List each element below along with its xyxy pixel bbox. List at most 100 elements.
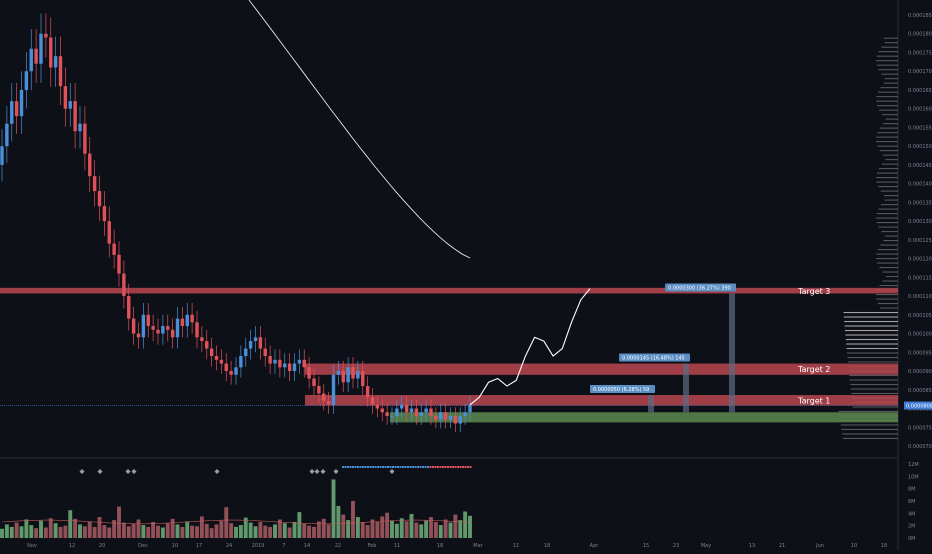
volume-bar: [326, 524, 331, 538]
signal-diamond: [125, 469, 131, 474]
volume-profile-bar: [883, 240, 898, 242]
volume-bar: [73, 518, 78, 538]
signal-diamond: [333, 469, 339, 474]
volume-bar: [238, 525, 243, 538]
signal-square: [449, 466, 452, 468]
candle-body: [253, 337, 258, 342]
candle-body: [346, 367, 350, 383]
candle-body: [190, 314, 194, 323]
volume-profile-bar: [876, 141, 898, 143]
candle-body: [224, 363, 228, 372]
volume-bar: [321, 518, 326, 538]
candle-body: [414, 408, 419, 417]
volume-bar: [365, 525, 370, 538]
target-measure-bar: [648, 395, 654, 413]
volume-profile-bar: [841, 428, 898, 431]
candle-body: [395, 408, 399, 417]
zone-target-2: [305, 363, 898, 375]
volume-bar: [316, 521, 321, 538]
signal-square: [387, 466, 389, 468]
volume-bar: [112, 520, 117, 538]
signal-diamond: [97, 469, 103, 474]
candle-body: [361, 371, 365, 387]
signal-square: [447, 466, 449, 468]
volume-profile-bar: [850, 383, 898, 386]
target-label: Target 3: [797, 287, 830, 296]
volume-profile-bar: [840, 424, 898, 426]
volume-bar: [453, 514, 458, 538]
volume-profile-bar: [876, 177, 898, 179]
candle-body: [248, 341, 253, 349]
volume-bar: [39, 520, 43, 538]
candle-body: [117, 254, 121, 274]
volume-tick-label: 6M: [908, 499, 916, 505]
volume-profile-bar: [852, 406, 898, 408]
target-measure-bar: [729, 293, 735, 413]
signal-square: [469, 466, 472, 468]
volume-bar: [404, 521, 409, 538]
volume-bar: [429, 517, 433, 538]
volume-bar: [175, 524, 180, 538]
candle-body: [136, 333, 141, 338]
volume-bar: [463, 511, 468, 538]
candle-body: [448, 416, 453, 420]
volume-bar: [248, 522, 253, 538]
target-measure-tag: [590, 385, 655, 394]
volume-bar: [390, 520, 394, 538]
volume-profile-bar: [846, 347, 898, 350]
candle-body: [351, 367, 355, 379]
target-label: Target 1: [797, 396, 830, 405]
volume-profile-bar: [876, 100, 898, 102]
volume-bar: [419, 524, 424, 538]
volume-profile-bar: [881, 73, 898, 75]
volume-bar: [214, 524, 219, 538]
volume-profile-bar: [876, 55, 898, 57]
candle-body: [166, 326, 170, 330]
candle-body: [385, 412, 389, 417]
volume-bar: [9, 526, 14, 538]
volume-bar: [312, 526, 316, 538]
volume-bar: [185, 521, 190, 538]
candle-body: [49, 37, 53, 68]
signal-square: [402, 466, 404, 468]
x-tick-label: 22: [335, 543, 341, 549]
volume-profile-bar: [876, 293, 898, 296]
x-tick-label: 18: [881, 543, 887, 549]
signal-square: [412, 466, 414, 468]
x-tick-label: 13: [749, 543, 755, 549]
volume-profile-bar: [876, 213, 898, 215]
volume-bar: [468, 515, 472, 538]
volume-profile-bar: [885, 159, 898, 161]
signal-square: [392, 466, 394, 468]
signal-square: [454, 466, 457, 468]
signal-square: [377, 466, 379, 468]
signal-square: [457, 466, 459, 468]
target-measure-label: 0.0000300 (36.27%) 390: [668, 285, 731, 291]
candle-body: [219, 359, 224, 364]
volume-profile-bar: [878, 226, 898, 228]
signal-square: [389, 466, 392, 468]
candle-body: [244, 348, 248, 357]
candle-body: [409, 408, 414, 413]
volume-bar: [443, 519, 448, 538]
volume-bar: [204, 523, 209, 538]
volume-bar: [355, 517, 360, 538]
zone-support: [390, 412, 898, 423]
volume-profile-bar: [842, 437, 898, 440]
candle-body: [39, 33, 43, 64]
x-tick-label: Nov: [27, 543, 37, 549]
candle-body: [292, 363, 297, 372]
candle-body: [375, 404, 380, 409]
volume-profile-bar: [884, 195, 898, 197]
signal-square: [409, 466, 412, 468]
candle-body: [322, 393, 326, 402]
volume-profile-bar: [845, 334, 898, 336]
candle-body: [209, 348, 214, 357]
volume-profile-bar: [876, 64, 898, 66]
volume-profile-bar: [877, 302, 898, 305]
